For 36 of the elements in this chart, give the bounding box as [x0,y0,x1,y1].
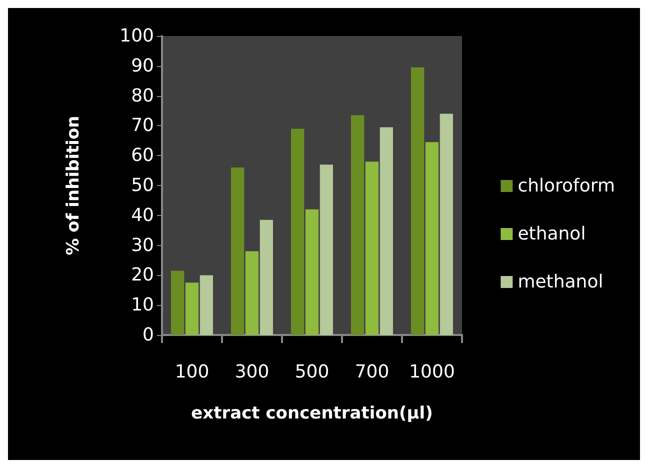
legend-label: chloroform [518,176,616,196]
y-tick-label: 100 [120,26,154,46]
legend-label: methanol [518,272,604,292]
y-tick-label: 40 [131,204,154,226]
bar [380,127,393,335]
bar [440,114,453,335]
y-tick-label: 50 [131,175,154,196]
bar [231,168,244,335]
y-tick-label: 90 [131,55,154,76]
bar [425,142,439,335]
bar [260,220,273,335]
y-axis-title: % of inhibition [64,116,84,256]
legend-label: ethanol [518,224,586,244]
x-tick-label: 500 [294,362,330,382]
y-tick-label: 60 [131,145,154,166]
y-tick-label: 80 [131,85,154,106]
x-tick-label: 300 [234,362,270,382]
x-axis-title: extract concentration(µl) [191,404,433,424]
bar [185,282,199,335]
bar [351,115,364,335]
y-tick-label: 70 [131,115,154,136]
bar [171,270,184,335]
bar [291,128,304,335]
bar [305,209,319,335]
bar [245,251,259,335]
y-tick-label: 30 [131,234,154,256]
bar [200,275,213,335]
x-tick-label: 100 [174,362,210,382]
bar [320,164,333,335]
y-tick-label: 10 [131,294,154,316]
y-tick-label: 0 [142,324,154,346]
y-tick-label: 20 [131,264,154,286]
bar [411,67,424,335]
x-tick-label: 1000 [409,362,455,382]
x-tick-label: 700 [354,362,390,382]
bar [365,162,379,335]
